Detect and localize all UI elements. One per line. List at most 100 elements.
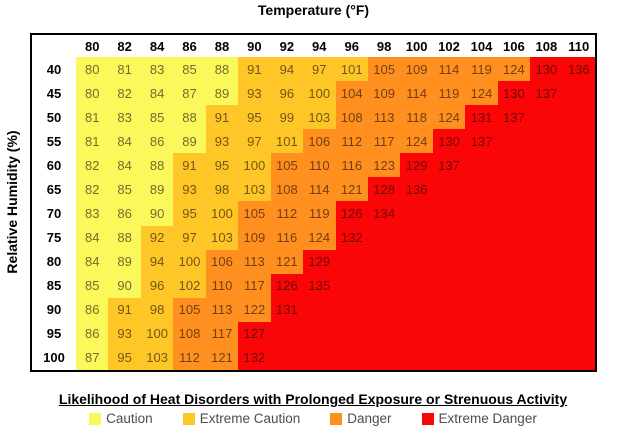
heat-index-cell: 87: [76, 345, 109, 370]
heat-index-cell: 96: [270, 81, 304, 106]
heat-index-cell: [530, 321, 563, 346]
heat-index-cell: [530, 153, 563, 178]
humidity-row-label: 70: [32, 201, 76, 226]
heat-index-cell: 96: [140, 273, 174, 298]
heat-index-cell: 137: [465, 129, 498, 154]
heat-index-cell: 89: [205, 81, 239, 106]
heat-index-cell: [530, 273, 563, 298]
heat-index-cell: 105: [367, 57, 401, 82]
heat-index-cell: [367, 249, 401, 274]
heat-index-cell: 119: [303, 201, 336, 226]
heat-index-cell: 109: [400, 57, 433, 82]
heat-index-cell: 100: [140, 321, 174, 346]
heat-index-cell: [562, 81, 595, 106]
heat-index-cell: 91: [205, 105, 239, 130]
heat-index-table: 80 82 84 86 88 90 92 94 96 98 100 102 104 106 108 110 40…: [30, 33, 597, 372]
heat-index-cell: 117: [205, 321, 239, 346]
heat-index-cell: 123: [367, 153, 401, 178]
heat-index-cell: 103: [238, 177, 271, 202]
heat-index-cell: [562, 105, 595, 130]
legend-label: Danger: [347, 411, 392, 426]
heat-index-cell: 87: [173, 81, 206, 106]
heat-index-cell: 82: [108, 81, 141, 106]
heat-index-cell: 94: [270, 57, 304, 82]
heat-index-cell: [497, 345, 531, 370]
humidity-row-label: 95: [32, 321, 76, 346]
heat-index-cell: 113: [238, 249, 271, 274]
heat-index-cell: 93: [173, 177, 206, 202]
heat-index-cell: [303, 345, 336, 370]
heat-index-cell: 85: [76, 273, 109, 298]
heat-index-cell: 93: [108, 321, 141, 346]
heat-index-cell: [432, 249, 466, 274]
heat-index-cell: 119: [465, 57, 498, 82]
heat-index-cell: [367, 273, 401, 298]
heat-index-cell: 121: [270, 249, 304, 274]
legend-label: Extreme Caution: [199, 411, 301, 426]
heat-index-cell: 131: [465, 105, 498, 130]
heat-index-cell: 81: [76, 105, 109, 130]
heat-index-cell: [562, 177, 595, 202]
humidity-row-label: 75: [32, 225, 76, 250]
heat-index-cell: [465, 153, 498, 178]
heat-index-cell: 122: [238, 297, 271, 322]
heat-index-cell: [465, 345, 498, 370]
heat-index-cell: 83: [140, 57, 174, 82]
heat-index-cell: 88: [140, 153, 174, 178]
heat-index-cell: [400, 321, 433, 346]
humidity-row-label: 50: [32, 105, 76, 130]
humidity-row-label: 90: [32, 297, 76, 322]
heat-index-cell: [465, 321, 498, 346]
temperature-column-header: 104: [465, 35, 498, 57]
temperature-column-header: 86: [173, 35, 206, 57]
humidity-row-label: 80: [32, 249, 76, 274]
heat-index-cell: 86: [140, 129, 174, 154]
heat-index-cell: 89: [173, 129, 206, 154]
heat-index-cell: 124: [497, 57, 531, 82]
heat-index-cell: [530, 105, 563, 130]
heat-index-cell: 109: [238, 225, 271, 250]
heat-index-cell: [335, 345, 368, 370]
temperature-column-header: 96: [335, 35, 368, 57]
heat-index-cell: [367, 321, 401, 346]
heat-index-cell: [400, 249, 433, 274]
heat-index-cell: 103: [303, 105, 336, 130]
heat-index-cell: [400, 345, 433, 370]
heat-index-cell: [465, 273, 498, 298]
heat-index-cell: [432, 345, 466, 370]
heat-index-cell: [530, 345, 563, 370]
heat-index-cell: [497, 273, 531, 298]
heat-index-cell: [562, 345, 595, 370]
legend-swatch-extreme-danger: [421, 412, 434, 425]
heat-index-cell: 117: [238, 273, 271, 298]
heat-index-cell: [530, 249, 563, 274]
heat-index-cell: 84: [108, 129, 141, 154]
legend-title: Likelihood of Heat Disorders with Prolon…: [58, 391, 568, 407]
legend-swatch-danger: [330, 412, 343, 425]
heat-index-cell: [335, 297, 368, 322]
humidity-row-label: 100: [32, 345, 76, 370]
heat-index-cell: 93: [205, 129, 239, 154]
heat-index-cell: 98: [140, 297, 174, 322]
heat-index-cell: [497, 225, 531, 250]
temperature-axis-title: Temperature (°F): [257, 2, 370, 18]
heat-index-cell: [465, 225, 498, 250]
heat-index-cell: 86: [108, 201, 141, 226]
heat-index-cell: [497, 153, 531, 178]
heat-index-cell: 88: [205, 57, 239, 82]
heat-index-cell: 110: [303, 153, 336, 178]
heat-index-cell: 130: [497, 81, 531, 106]
heat-index-cell: 137: [530, 81, 563, 106]
heat-index-cell: 100: [173, 249, 206, 274]
heat-index-cell: 95: [205, 153, 239, 178]
temperature-column-header: 90: [238, 35, 271, 57]
heat-index-cell: 124: [465, 81, 498, 106]
heat-index-cell: 101: [335, 57, 368, 82]
heat-index-cell: [562, 225, 595, 250]
heat-index-cell: [465, 201, 498, 226]
heat-index-cell: [400, 225, 433, 250]
heat-index-cell: 91: [238, 57, 271, 82]
heat-index-cell: 82: [76, 177, 109, 202]
heat-index-cell: 80: [76, 57, 109, 82]
heat-index-cell: 84: [76, 225, 109, 250]
